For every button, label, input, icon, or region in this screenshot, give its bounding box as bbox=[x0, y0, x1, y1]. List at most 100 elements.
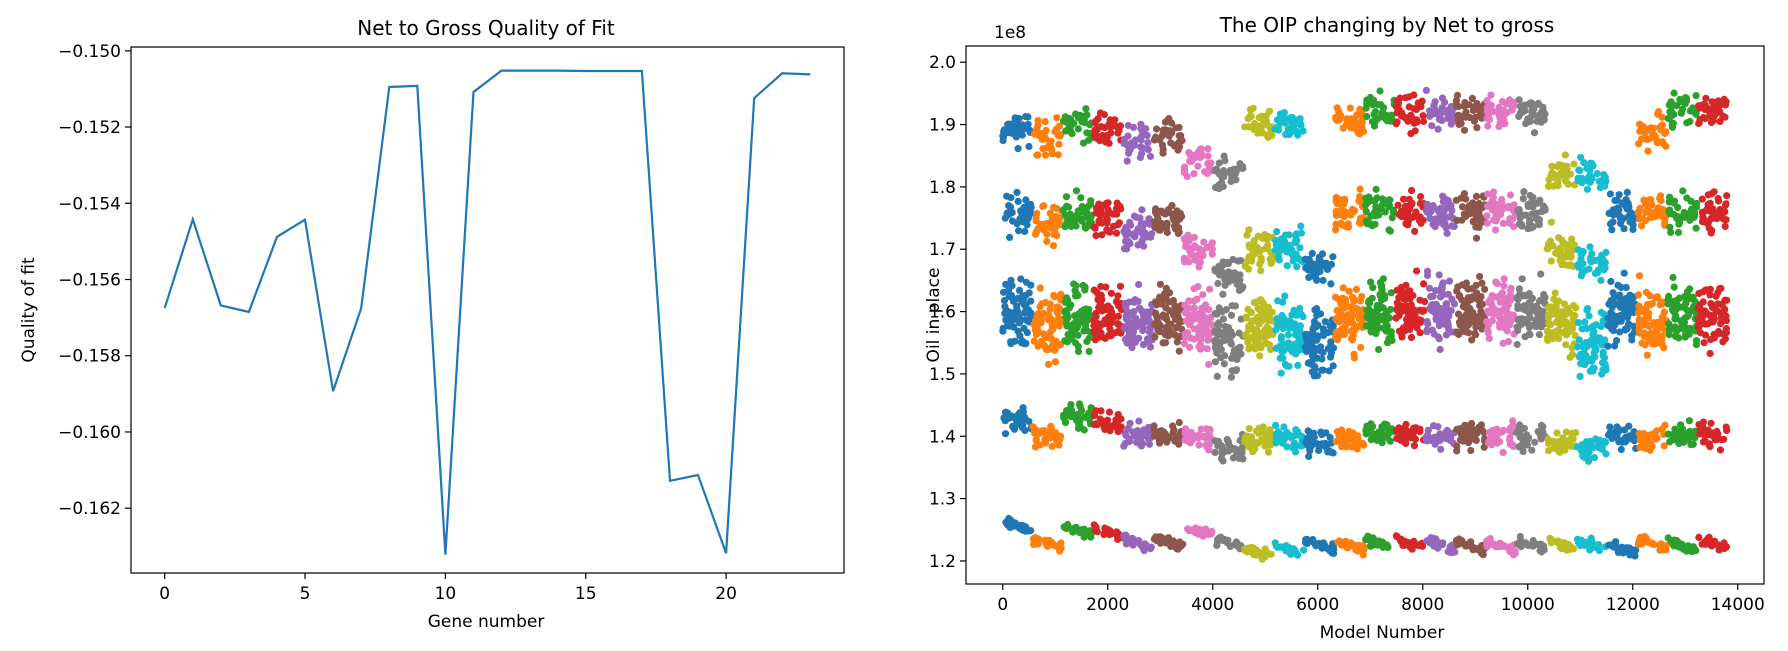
oip-point bbox=[1716, 446, 1725, 454]
oip-point bbox=[1514, 301, 1522, 310]
oip-point bbox=[1308, 249, 1316, 257]
oip-point bbox=[1426, 112, 1434, 120]
oip-point bbox=[1040, 202, 1048, 210]
oip-point bbox=[999, 327, 1007, 335]
y-tick-label: 1.9 bbox=[929, 116, 956, 136]
oip-point bbox=[1541, 294, 1549, 302]
oip-point bbox=[1055, 441, 1063, 449]
oip-point bbox=[1285, 362, 1293, 370]
oip-point bbox=[1563, 250, 1572, 258]
oip-point bbox=[1373, 210, 1382, 218]
oip-point bbox=[1669, 537, 1677, 545]
oip-point bbox=[1195, 153, 1203, 161]
oip-point bbox=[1229, 255, 1237, 264]
oip-point bbox=[1008, 291, 1016, 300]
oip-point bbox=[1222, 336, 1230, 344]
oip-point bbox=[1563, 162, 1571, 170]
oip-point bbox=[1212, 165, 1221, 173]
oip-point bbox=[1245, 425, 1253, 433]
oip-point bbox=[1461, 111, 1469, 119]
oip-point bbox=[1497, 307, 1505, 315]
oip-point bbox=[1368, 294, 1376, 302]
oip-point bbox=[1601, 438, 1609, 446]
oip-point bbox=[1669, 273, 1677, 282]
oip-point bbox=[1525, 100, 1533, 108]
oip-point bbox=[1192, 524, 1200, 532]
oip-point bbox=[1432, 535, 1440, 543]
oip-point bbox=[1342, 223, 1350, 231]
oip-point bbox=[1104, 526, 1112, 534]
oip-point bbox=[1244, 265, 1253, 273]
oip-point bbox=[1405, 103, 1413, 111]
oip-point bbox=[1053, 303, 1061, 311]
oip-point bbox=[1049, 242, 1058, 250]
oip-point bbox=[1544, 336, 1552, 344]
oip-point bbox=[1584, 357, 1592, 365]
oip-point bbox=[1198, 344, 1206, 352]
oip-point bbox=[1673, 102, 1681, 110]
oip-point bbox=[1620, 269, 1628, 277]
oip-point bbox=[1074, 347, 1083, 356]
oip-point bbox=[1097, 211, 1105, 219]
oip-point bbox=[1165, 115, 1173, 123]
oip-point bbox=[1635, 272, 1644, 280]
oip-point bbox=[1303, 331, 1311, 339]
oip-point bbox=[1169, 211, 1177, 219]
oip-point bbox=[1367, 212, 1375, 220]
y-tick-label: 1.5 bbox=[929, 365, 956, 385]
y-tick-label: 1.7 bbox=[929, 240, 956, 260]
oip-point bbox=[1042, 220, 1051, 228]
oip-point bbox=[1116, 282, 1125, 290]
oip-point bbox=[1327, 341, 1335, 349]
oip-point bbox=[1041, 118, 1049, 126]
oip-point bbox=[1124, 314, 1132, 322]
oip-point bbox=[1569, 435, 1577, 443]
oip-point bbox=[1658, 425, 1666, 433]
oip-point bbox=[1723, 426, 1731, 434]
oip-point bbox=[1426, 107, 1434, 115]
oip-point bbox=[1217, 354, 1225, 362]
oip-point bbox=[1353, 445, 1361, 453]
oip-point bbox=[1080, 112, 1088, 120]
oip-point bbox=[1535, 319, 1543, 327]
oip-point bbox=[1242, 432, 1250, 440]
oip-point bbox=[1589, 339, 1597, 347]
oip-point bbox=[1057, 290, 1065, 298]
oip-point bbox=[1404, 313, 1412, 321]
oip-point bbox=[1304, 442, 1312, 450]
oip-point bbox=[1310, 433, 1318, 441]
oip-point bbox=[1327, 280, 1335, 288]
oip-point bbox=[1172, 124, 1180, 132]
oip-point bbox=[1206, 285, 1214, 293]
oip-point bbox=[1652, 428, 1660, 436]
oip-point bbox=[1514, 316, 1522, 324]
oip-point bbox=[1644, 147, 1652, 155]
oip-point bbox=[1554, 175, 1562, 183]
oip-point bbox=[1249, 104, 1257, 112]
oip-point bbox=[1376, 87, 1384, 95]
oip-point bbox=[1112, 329, 1120, 337]
oip-point bbox=[1038, 135, 1046, 143]
oip-point bbox=[1402, 94, 1410, 102]
oip-point bbox=[1332, 226, 1340, 234]
oip-point bbox=[1692, 92, 1700, 100]
oip-point bbox=[1692, 224, 1700, 232]
oip-point bbox=[1002, 280, 1010, 288]
oip-point bbox=[1618, 199, 1626, 207]
oip-point bbox=[1392, 120, 1400, 128]
oip-point bbox=[1529, 537, 1537, 545]
oip-point bbox=[1266, 439, 1275, 447]
oip-point bbox=[1437, 212, 1445, 220]
oip-point bbox=[1232, 176, 1240, 184]
oip-point bbox=[1296, 244, 1304, 252]
oip-point bbox=[1213, 329, 1221, 337]
oip-point bbox=[1047, 424, 1055, 432]
oip-point bbox=[1546, 237, 1555, 245]
oip-point bbox=[1660, 140, 1668, 149]
oip-point bbox=[1032, 330, 1040, 339]
oip-point bbox=[1220, 167, 1228, 175]
oip-point bbox=[1067, 406, 1075, 414]
oip-point bbox=[1135, 417, 1143, 425]
oip-point bbox=[1657, 126, 1665, 134]
oip-point bbox=[1681, 333, 1689, 341]
